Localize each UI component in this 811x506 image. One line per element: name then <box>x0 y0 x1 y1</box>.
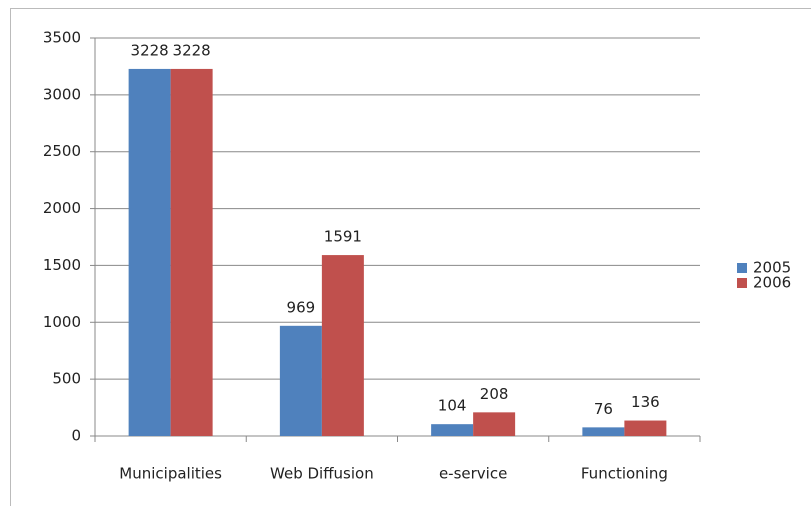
y-tick-label: 2000 <box>43 199 81 217</box>
data-label: 104 <box>438 397 467 415</box>
x-tick-label: Municipalities <box>119 465 222 483</box>
y-tick-label: 500 <box>52 370 81 388</box>
bar <box>473 412 516 436</box>
x-tick-label: Web Diffusion <box>270 465 374 483</box>
legend-swatch <box>737 263 747 273</box>
x-tick-label: e-service <box>439 465 507 483</box>
x-tick-label: Functioning <box>581 465 668 483</box>
legend-label: 2005 <box>753 259 791 277</box>
y-tick-label: 0 <box>71 427 81 445</box>
data-label: 76 <box>594 400 613 418</box>
data-label: 3228 <box>131 41 169 59</box>
y-tick-label: 1500 <box>43 256 81 274</box>
chart-frame <box>10 8 811 506</box>
bar <box>279 325 322 436</box>
data-label: 208 <box>480 385 509 403</box>
data-label: 1591 <box>324 228 362 246</box>
data-label: 136 <box>631 393 660 411</box>
data-label: 3228 <box>173 41 211 59</box>
y-tick-label: 3500 <box>43 29 81 47</box>
data-label: 969 <box>287 298 316 316</box>
bar <box>582 427 625 436</box>
y-tick-label: 3000 <box>43 85 81 103</box>
bar <box>624 420 667 436</box>
legend-swatch <box>737 278 747 288</box>
y-tick-label: 2500 <box>43 142 81 160</box>
bar <box>128 68 171 436</box>
legend-label: 2006 <box>753 274 791 292</box>
bar <box>170 68 213 436</box>
bar <box>431 424 474 436</box>
bar <box>321 255 364 436</box>
y-tick-label: 1000 <box>43 313 81 331</box>
